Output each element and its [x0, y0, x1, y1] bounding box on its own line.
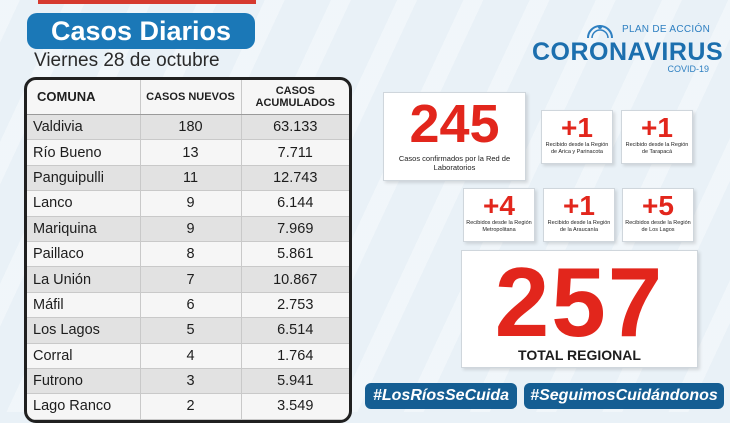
- report-date: Viernes 28 de octubre: [34, 50, 220, 71]
- cell-casos-acumulados: 7.969: [240, 216, 349, 242]
- cases-table-grid: COMUNA CASOS NUEVOS CASOS ACUMULADOS Val…: [27, 80, 349, 420]
- total-regional-label: TOTAL REGIONAL: [518, 347, 641, 363]
- government-seal-icon: [587, 25, 613, 39]
- cell-casos-nuevos: 9: [139, 216, 241, 242]
- cell-comuna: Los Lagos: [27, 317, 140, 344]
- metropolitana-card: +4 Recibidos desde la Región Metropolita…: [463, 188, 535, 242]
- cell-casos-nuevos: 8: [139, 241, 241, 268]
- cell-casos-acumulados: 1.764: [240, 343, 349, 369]
- cell-casos-acumulados: 7.711: [240, 139, 349, 166]
- cell-comuna: Mariquina: [27, 216, 140, 242]
- logo-sub-text: COVID-19: [667, 64, 709, 74]
- page-title: Casos Diarios: [27, 13, 255, 49]
- lab-cases-card: 245 Casos confirmados por la Red de Labo…: [383, 92, 526, 181]
- cell-casos-acumulados: 2.753: [240, 292, 349, 319]
- cell-comuna: Paillaco: [27, 241, 140, 268]
- cell-casos-nuevos: 7: [139, 266, 241, 293]
- cell-casos-acumulados: 3.549: [240, 393, 349, 420]
- cell-comuna: Panguipulli: [27, 165, 140, 192]
- arica-card: +1 Recibido desde la Región de Arica y P…: [541, 110, 613, 164]
- cell-casos-nuevos: 180: [139, 114, 241, 141]
- cell-casos-nuevos: 4: [139, 343, 241, 369]
- table-row: Mariquina 9 7.969: [27, 216, 349, 242]
- table-header-row: COMUNA CASOS NUEVOS CASOS ACUMULADOS: [27, 80, 349, 115]
- cell-casos-nuevos: 13: [139, 139, 241, 166]
- column-header-acumulados: CASOS ACUMULADOS: [240, 80, 349, 115]
- table-row: Máfil 6 2.753: [27, 292, 349, 319]
- cell-comuna: Lago Ranco: [27, 393, 140, 420]
- table-row: Corral 4 1.764: [27, 343, 349, 369]
- cell-casos-acumulados: 6.514: [240, 317, 349, 344]
- column-header-nuevos: CASOS NUEVOS: [139, 80, 241, 115]
- table-row: Los Lagos 5 6.514: [27, 317, 349, 344]
- cell-casos-acumulados: 12.743: [240, 165, 349, 192]
- cell-comuna: La Unión: [27, 266, 140, 293]
- tarapaca-label: Recibido desde la Región de Tarapacá: [625, 142, 689, 155]
- cases-table: COMUNA CASOS NUEVOS CASOS ACUMULADOS Val…: [24, 77, 352, 423]
- cell-comuna: Corral: [27, 343, 140, 369]
- cell-casos-nuevos: 5: [139, 317, 241, 344]
- cell-casos-nuevos: 6: [139, 292, 241, 319]
- tarapaca-card: +1 Recibido desde la Región de Tarapacá: [621, 110, 693, 164]
- cell-casos-nuevos: 11: [139, 165, 241, 192]
- cell-casos-acumulados: 5.861: [240, 241, 349, 268]
- cell-casos-acumulados: 10.867: [240, 266, 349, 293]
- page-title-text: Casos Diarios: [50, 15, 232, 46]
- cell-comuna: Valdivia: [27, 114, 140, 141]
- table-row: Valdivia 180 63.133: [27, 114, 349, 141]
- lab-cases-label: Casos confirmados por la Red de Laborato…: [398, 154, 511, 172]
- cell-casos-acumulados: 5.941: [240, 368, 349, 395]
- araucania-value: +1: [563, 190, 595, 221]
- cell-casos-acumulados: 63.133: [240, 114, 349, 141]
- cell-casos-nuevos: 2: [139, 393, 241, 420]
- table-row: Río Bueno 13 7.711: [27, 139, 349, 166]
- metropolitana-value: +4: [483, 190, 515, 221]
- arica-label: Recibido desde la Región de Arica y Pari…: [545, 142, 609, 155]
- table-row: Panguipulli 11 12.743: [27, 165, 349, 192]
- cell-comuna: Río Bueno: [27, 139, 140, 166]
- table-row: Lago Ranco 2 3.549: [27, 393, 349, 420]
- total-regional-value: 257: [494, 247, 665, 357]
- loslagos-card: +5 Recibidos desde la Región de Los Lago…: [622, 188, 694, 242]
- cell-casos-nuevos: 9: [139, 190, 241, 217]
- hashtag-seguimos: #SeguimosCuidándonos: [524, 383, 724, 409]
- column-header-comuna: COMUNA: [27, 80, 140, 115]
- coronavirus-logo: PLAN DE ACCIÓN CORONAVIRUS COVID-19: [532, 18, 723, 74]
- total-regional-card: 257 TOTAL REGIONAL: [461, 250, 698, 368]
- top-accent-bar: [38, 0, 256, 4]
- araucania-label: Recibido desde la Región de la Araucanía: [547, 220, 611, 233]
- cell-comuna: Lanco: [27, 190, 140, 217]
- cell-comuna: Futrono: [27, 368, 140, 395]
- table-row: Futrono 3 5.941: [27, 368, 349, 395]
- lab-cases-value: 245: [409, 94, 500, 154]
- tarapaca-value: +1: [641, 112, 673, 143]
- table-row: Lanco 9 6.144: [27, 190, 349, 217]
- loslagos-label: Recibidos desde la Región de Los Lagos: [625, 220, 691, 233]
- cell-casos-nuevos: 3: [139, 368, 241, 395]
- logo-plan-text: PLAN DE ACCIÓN: [622, 24, 711, 35]
- arica-value: +1: [561, 112, 593, 143]
- araucania-card: +1 Recibido desde la Región de la Arauca…: [543, 188, 615, 242]
- cell-casos-acumulados: 6.144: [240, 190, 349, 217]
- metropolitana-label: Recibidos desde la Región Metropolitana: [466, 220, 532, 233]
- cell-comuna: Máfil: [27, 292, 140, 319]
- hashtag-losrios: #LosRíosSeCuida: [365, 383, 517, 409]
- loslagos-value: +5: [642, 190, 674, 221]
- table-row: La Unión 7 10.867: [27, 266, 349, 293]
- table-row: Paillaco 8 5.861: [27, 241, 349, 268]
- logo-main-text: CORONAVIRUS: [532, 38, 724, 66]
